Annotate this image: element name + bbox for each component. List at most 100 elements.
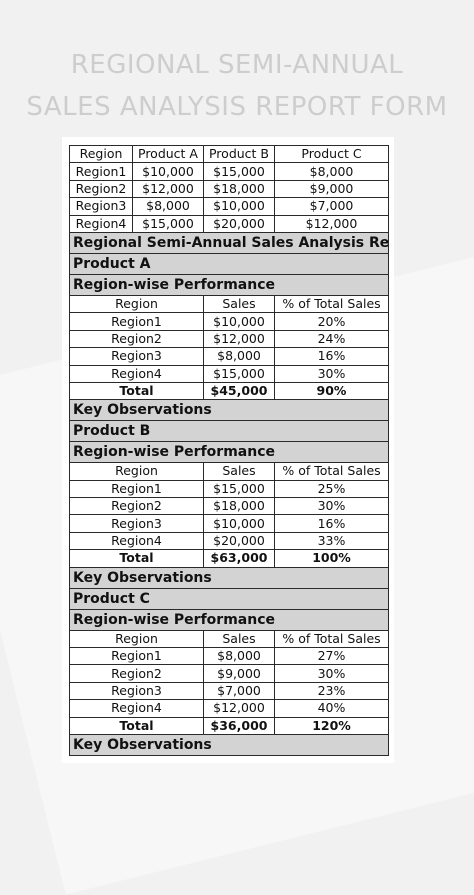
detail-cell[interactable]: $8,000	[203, 347, 275, 366]
observations-cell[interactable]: Key Observations	[69, 566, 389, 589]
detail-cell[interactable]: 30%	[274, 664, 389, 683]
product-name-cell[interactable]: Product B	[69, 420, 389, 443]
detail-cell[interactable]: 16%	[274, 347, 389, 366]
detail-row: Region3 $7,000 23%	[69, 681, 389, 701]
section-row: Region-wise Performance	[69, 608, 389, 631]
detail-cell[interactable]: 20%	[274, 312, 389, 331]
summary-cell[interactable]: $7,000	[274, 197, 389, 216]
detail-cell[interactable]: $18,000	[203, 497, 275, 516]
section-title-cell[interactable]: Region-wise Performance	[69, 273, 389, 296]
summary-cell[interactable]: $8,000	[274, 162, 389, 181]
detail-cell[interactable]: $15,000	[203, 364, 275, 383]
detail-header-cell[interactable]: Region	[69, 462, 204, 481]
detail-row: Region2 $18,000 30%	[69, 497, 389, 516]
summary-cell[interactable]: $10,000	[132, 162, 204, 181]
summary-header-cell[interactable]: Product A	[132, 144, 204, 164]
summary-cell[interactable]: $12,000	[274, 214, 389, 233]
summary-cell[interactable]: $20,000	[203, 214, 275, 233]
detail-header-cell[interactable]: Region	[69, 294, 204, 314]
detail-header-cell[interactable]: % of Total Sales	[274, 629, 389, 649]
detail-cell[interactable]: 25%	[274, 479, 389, 499]
product-name-cell[interactable]: Product A	[69, 252, 389, 275]
detail-cell[interactable]: Region4	[69, 699, 204, 718]
detail-cell[interactable]: $12,000	[203, 329, 275, 349]
summary-cell[interactable]: $12,000	[132, 179, 204, 199]
observations-cell[interactable]: Key Observations	[69, 399, 389, 422]
observations-row: Key Observations	[69, 566, 389, 589]
summary-cell[interactable]: Region4	[69, 214, 133, 233]
detail-row: Region1 $8,000 27%	[69, 647, 389, 666]
total-cell[interactable]: Total	[69, 549, 204, 568]
detail-cell[interactable]: Region2	[69, 497, 204, 516]
detail-cell[interactable]: Region1	[69, 312, 204, 331]
summary-header-cell[interactable]: Product C	[274, 144, 389, 164]
summary-cell[interactable]: Region3	[69, 197, 133, 216]
total-cell[interactable]: 90%	[274, 381, 389, 401]
detail-header-row: Region Sales % of Total Sales	[69, 462, 389, 481]
detail-cell[interactable]: Region3	[69, 681, 204, 701]
detail-cell[interactable]: $8,000	[203, 647, 275, 666]
product-row: Product C	[69, 587, 389, 610]
summary-header-cell[interactable]: Product B	[203, 144, 275, 164]
detail-cell[interactable]: Region2	[69, 664, 204, 683]
summary-header-cell[interactable]: Region	[69, 144, 133, 164]
product-row: Product B	[69, 420, 389, 443]
observations-cell[interactable]: Key Observations	[69, 733, 389, 756]
section-title-cell[interactable]: Region-wise Performance	[69, 441, 389, 464]
detail-cell[interactable]: 33%	[274, 531, 389, 551]
detail-header-cell[interactable]: Sales	[203, 629, 275, 649]
detail-cell[interactable]: $7,000	[203, 681, 275, 701]
product-name-cell[interactable]: Product C	[69, 587, 389, 610]
summary-cell[interactable]: Region2	[69, 179, 133, 199]
total-cell[interactable]: $63,000	[203, 549, 275, 568]
summary-cell[interactable]: $10,000	[203, 197, 275, 216]
detail-cell[interactable]: Region1	[69, 647, 204, 666]
detail-header-cell[interactable]: % of Total Sales	[274, 462, 389, 481]
summary-cell[interactable]: $18,000	[203, 179, 275, 199]
detail-header-row: Region Sales % of Total Sales	[69, 294, 389, 314]
detail-cell[interactable]: 27%	[274, 647, 389, 666]
detail-cell[interactable]: 16%	[274, 514, 389, 533]
page-title: REGIONAL SEMI-ANNUAL SALES ANALYSIS REPO…	[0, 44, 474, 128]
total-row: Total $45,000 90%	[69, 381, 389, 401]
total-cell[interactable]: Total	[69, 716, 204, 735]
detail-cell[interactable]: Region4	[69, 364, 204, 383]
summary-cell[interactable]: $15,000	[132, 214, 204, 233]
detail-cell[interactable]: 40%	[274, 699, 389, 718]
detail-cell[interactable]: 30%	[274, 497, 389, 516]
detail-row: Region3 $8,000 16%	[69, 347, 389, 366]
detail-cell[interactable]: 23%	[274, 681, 389, 701]
summary-cell[interactable]: $8,000	[132, 197, 204, 216]
total-cell[interactable]: 100%	[274, 549, 389, 568]
detail-cell[interactable]: Region3	[69, 514, 204, 533]
detail-header-cell[interactable]: Sales	[203, 462, 275, 481]
total-cell[interactable]: Total	[69, 381, 204, 401]
detail-cell[interactable]: Region4	[69, 531, 204, 551]
detail-header-cell[interactable]: Sales	[203, 294, 275, 314]
detail-cell[interactable]: Region2	[69, 329, 204, 349]
report-title-cell[interactable]: Regional Semi-Annual Sales Analysis Repo…	[69, 231, 389, 254]
detail-cell[interactable]: $15,000	[203, 479, 275, 499]
section-title-cell[interactable]: Region-wise Performance	[69, 608, 389, 631]
detail-cell[interactable]: $12,000	[203, 699, 275, 718]
detail-cell[interactable]: $9,000	[203, 664, 275, 683]
detail-cell[interactable]: Region1	[69, 479, 204, 499]
detail-header-cell[interactable]: % of Total Sales	[274, 294, 389, 314]
total-cell[interactable]: $45,000	[203, 381, 275, 401]
detail-cell[interactable]: 24%	[274, 329, 389, 349]
title-line-2: SALES ANALYSIS REPORT FORM	[26, 92, 448, 122]
detail-row: Region1 $15,000 25%	[69, 479, 389, 499]
detail-cell[interactable]: $10,000	[203, 514, 275, 533]
detail-header-cell[interactable]: Region	[69, 629, 204, 649]
total-cell[interactable]: $36,000	[203, 716, 275, 735]
detail-cell[interactable]: $20,000	[203, 531, 275, 551]
product-row: Product A	[69, 252, 389, 275]
summary-cell[interactable]: $15,000	[203, 162, 275, 181]
total-cell[interactable]: 120%	[274, 716, 389, 735]
summary-cell[interactable]: Region1	[69, 162, 133, 181]
detail-cell[interactable]: 30%	[274, 364, 389, 383]
detail-cell[interactable]: Region3	[69, 347, 204, 366]
summary-cell[interactable]: $9,000	[274, 179, 389, 199]
total-row: Total $63,000 100%	[69, 549, 389, 568]
detail-cell[interactable]: $10,000	[203, 312, 275, 331]
